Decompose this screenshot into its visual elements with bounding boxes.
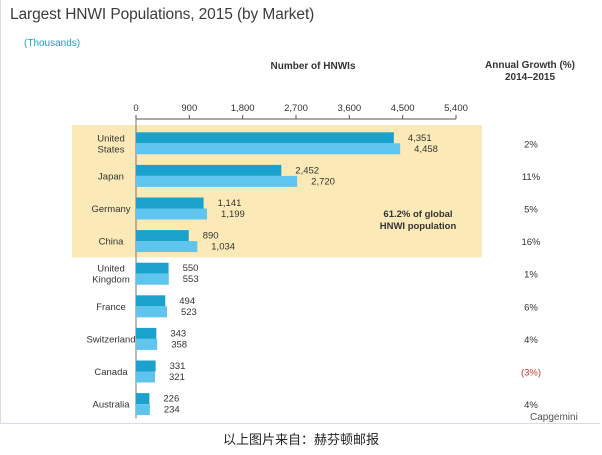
chart-title: Largest HNWI Populations, 2015 (by Marke… <box>10 6 315 23</box>
data-label: 343 <box>170 328 186 339</box>
category-label: Switzerland <box>86 334 135 345</box>
annotation-line1: 61.2% of global <box>383 209 452 220</box>
x-tick-label: 2,700 <box>284 103 308 114</box>
bar-2014 <box>136 360 156 372</box>
data-label: 1,199 <box>221 209 245 220</box>
growth-header-line2: 2014–2015 <box>504 72 556 83</box>
data-label: 226 <box>163 394 179 405</box>
category-label: United <box>97 133 124 144</box>
data-label: 331 <box>170 361 186 372</box>
data-label: 494 <box>179 296 195 307</box>
bar-2014 <box>136 393 150 405</box>
data-label: 550 <box>183 263 199 274</box>
x-axis-title: Number of HNWIs <box>270 61 356 72</box>
data-label: 2,720 <box>311 176 335 187</box>
bar-2015 <box>136 241 198 253</box>
category-label: France <box>96 302 126 313</box>
bar-2014 <box>136 230 189 242</box>
chart-frame: Largest HNWI Populations, 2015 (by Marke… <box>0 0 602 425</box>
x-tick-label: 4,500 <box>391 103 415 114</box>
growth-value: (3%) <box>521 368 541 379</box>
bar-2015 <box>136 338 158 350</box>
data-label: 4,351 <box>408 133 432 144</box>
bar-2014 <box>136 327 157 339</box>
bar-2014 <box>136 164 282 176</box>
growth-column-header: Annual Growth (%) 2014–2015 <box>478 60 582 84</box>
x-tick-label: 900 <box>181 103 197 114</box>
bar-2015 <box>136 404 150 416</box>
bar-2015 <box>136 306 167 318</box>
data-label: 234 <box>164 405 180 416</box>
growth-value: 11% <box>522 172 541 183</box>
bar-2015 <box>136 273 169 285</box>
bar-2014 <box>136 295 166 307</box>
frame-border <box>0 0 600 424</box>
data-label: 1,141 <box>218 198 242 209</box>
growth-value: 6% <box>524 302 538 313</box>
category-label: United <box>97 264 124 275</box>
x-tick-label: 3,600 <box>337 103 361 114</box>
x-tick-label: 1,800 <box>231 103 255 114</box>
category-label: Germany <box>91 204 130 215</box>
bar-2015 <box>136 143 401 155</box>
data-label: 358 <box>171 339 187 350</box>
category-label: States <box>98 144 125 155</box>
units-note: (Thousands) <box>24 38 81 49</box>
source-credit: Capgemini <box>530 412 578 423</box>
category-label: China <box>99 237 125 248</box>
data-label: 523 <box>181 307 197 318</box>
data-label: 321 <box>169 372 185 383</box>
bar-2015 <box>136 371 156 383</box>
data-label: 1,034 <box>211 242 235 253</box>
bar-chart: 0 900 1,800 2,700 3,600 4,500 5,400UnitedState… <box>72 103 541 419</box>
growth-value: 4% <box>524 400 538 411</box>
bar-2015 <box>136 208 208 220</box>
category-label: Kingdom <box>92 275 130 286</box>
data-label: 553 <box>183 274 199 285</box>
data-label: 2,452 <box>295 165 319 176</box>
bar-2015 <box>136 175 298 187</box>
growth-value: 2% <box>524 139 538 150</box>
category-label: Canada <box>94 367 128 378</box>
data-label: 4,458 <box>414 144 438 155</box>
growth-value: 1% <box>524 270 538 281</box>
bar-2014 <box>136 197 204 209</box>
growth-value: 4% <box>524 335 538 346</box>
data-label: 890 <box>203 231 219 242</box>
category-label: Japan <box>98 171 124 182</box>
category-label: Australia <box>93 400 131 411</box>
bar-2014 <box>136 132 394 144</box>
growth-header-line1: Annual Growth (%) <box>485 60 575 71</box>
footer-caption: 以上图片来自：赫芬顿邮报 <box>222 433 379 448</box>
bar-2014 <box>136 262 169 274</box>
growth-value: 5% <box>524 205 538 216</box>
x-tick-label: 0 <box>133 103 138 114</box>
annotation-line2: HNWI population <box>380 221 457 232</box>
x-tick-label: 5,400 <box>444 103 468 114</box>
growth-value: 16% <box>521 237 541 248</box>
